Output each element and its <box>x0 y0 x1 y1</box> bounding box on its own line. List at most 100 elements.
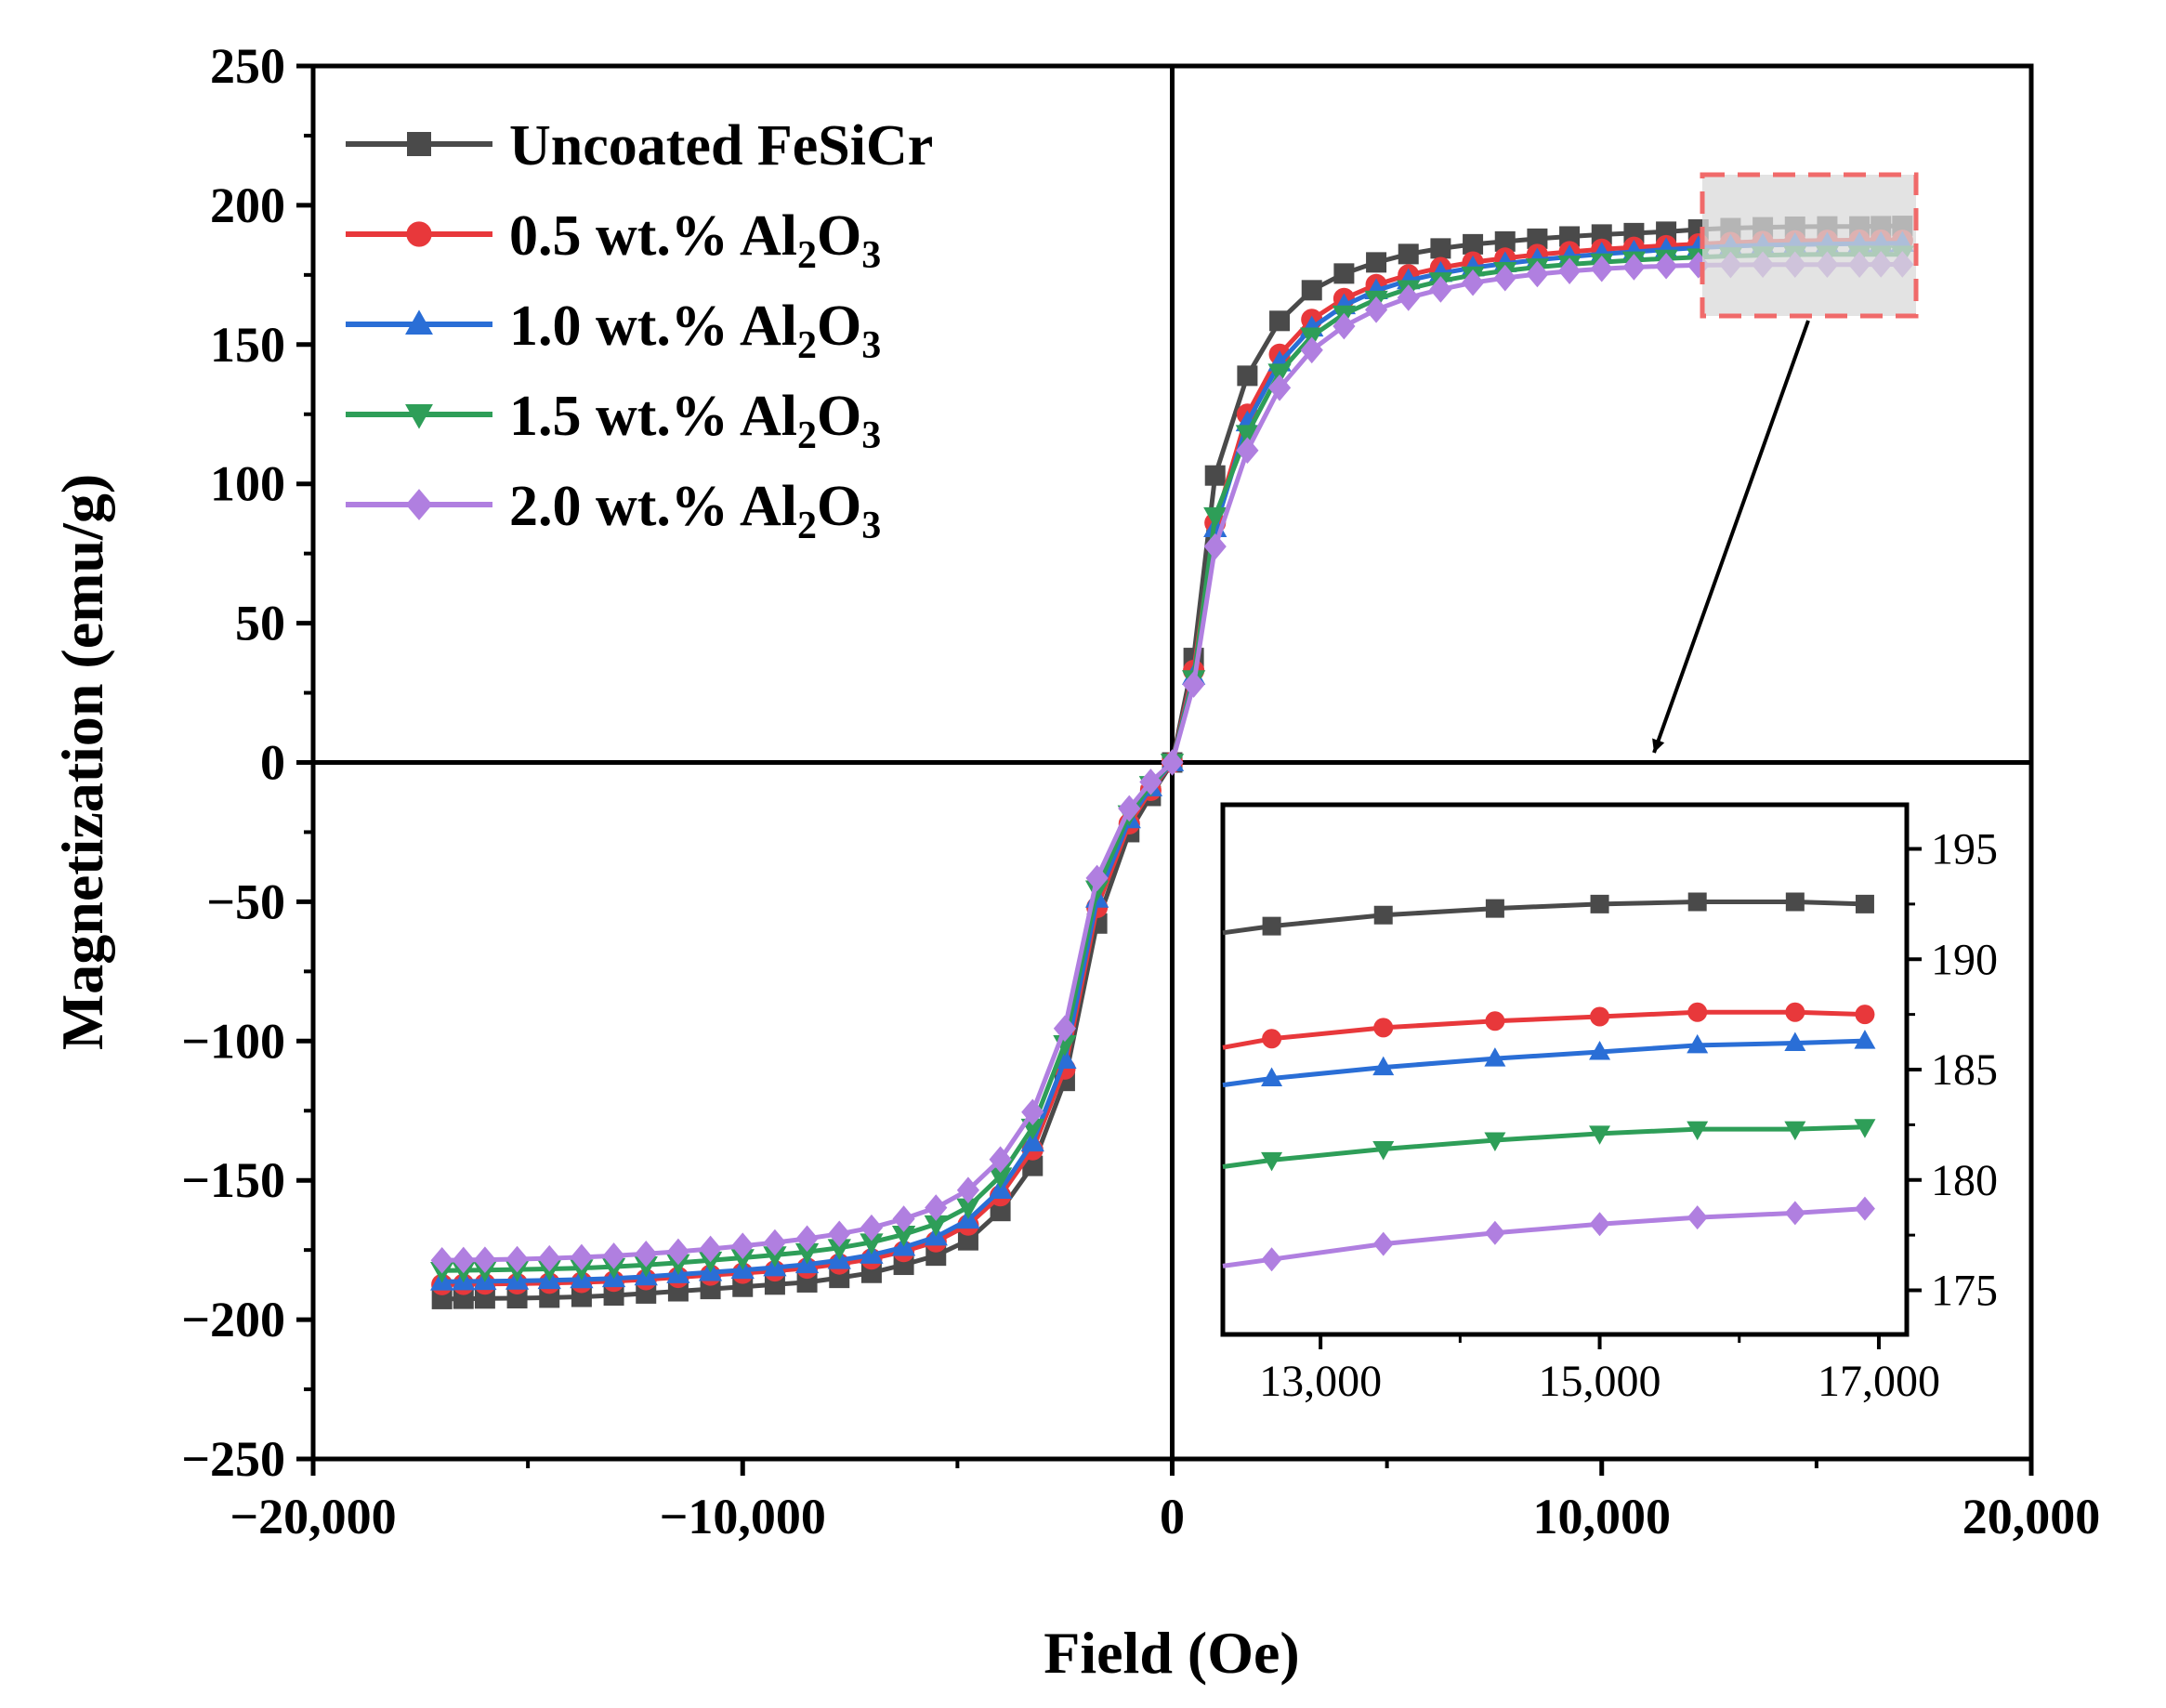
inset-data-point <box>1785 892 1805 912</box>
y-tick-label: 0 <box>260 735 285 791</box>
zoom-box <box>1700 172 1919 319</box>
data-point <box>989 1146 1012 1174</box>
inset-data-point <box>1484 1047 1506 1067</box>
y-tick-label: −100 <box>181 1013 285 1069</box>
data-point <box>1527 228 1548 249</box>
data-point <box>1494 230 1516 252</box>
data-point <box>731 1232 755 1259</box>
data-point <box>1559 226 1581 247</box>
data-point <box>602 1242 625 1269</box>
axis-ticks <box>296 63 2034 1476</box>
legend-marker <box>405 309 433 335</box>
data-point <box>956 1198 980 1220</box>
inset-data-point <box>1687 892 1707 912</box>
data-point <box>1590 255 1613 282</box>
data-point <box>795 1225 819 1253</box>
inset-data-point <box>1589 1212 1610 1237</box>
data-point <box>1397 284 1420 311</box>
data-point <box>1557 257 1582 284</box>
data-point <box>860 1233 884 1255</box>
data-point <box>956 1176 980 1203</box>
y-tick-label: 50 <box>235 596 285 651</box>
series-layer <box>430 216 1914 1309</box>
inset-y-tick-label: 185 <box>1931 1045 1998 1095</box>
y-tick-label: 250 <box>210 38 285 94</box>
inset-ticks: 195 190 185 180 175 13,000 15,000 17,000 <box>1259 825 1998 1407</box>
inset-data-point <box>1373 1018 1394 1038</box>
axis-tick-labels: 250 200 150 100 50 0 −50 −100 −150 −200 −250−20,00… <box>181 38 2100 1544</box>
data-point <box>1203 506 1227 529</box>
data-point <box>1053 1015 1077 1043</box>
inset-series-square <box>1222 892 1874 936</box>
data-point <box>1429 276 1452 303</box>
data-point <box>505 1245 529 1273</box>
inset-series-layer <box>1222 892 1876 1272</box>
inset-data-point <box>1485 899 1504 918</box>
inset-data-point <box>1261 1151 1283 1172</box>
inset-data-point <box>1484 1220 1505 1245</box>
inset-y-tick-label: 190 <box>1931 935 1998 984</box>
data-point <box>828 1220 851 1248</box>
inset-data-point <box>1855 894 1874 913</box>
legend-marker <box>406 221 432 247</box>
inset-x-tick-label: 17,000 <box>1818 1357 1940 1406</box>
legend-label: 1.5 wt.% Al2O3 <box>509 385 881 457</box>
data-point <box>1463 233 1484 255</box>
inset-y-tick-label: 180 <box>1931 1156 1998 1205</box>
inset-series-line <box>1222 1124 1865 1169</box>
x-tick-label: 20,000 <box>1963 1489 2101 1544</box>
data-point <box>452 1246 475 1274</box>
inset-data-point <box>1784 1121 1806 1141</box>
data-point <box>990 1201 1011 1222</box>
inset-data-point <box>1262 916 1281 936</box>
inset-data-point <box>1687 1033 1709 1054</box>
data-point <box>1161 749 1184 776</box>
inset-series-triangle-up <box>1222 1030 1876 1088</box>
data-point <box>1461 269 1485 296</box>
y-tick-label: 150 <box>210 317 285 373</box>
inset-data-point <box>1373 905 1393 925</box>
inset-x-tick-label: 13,000 <box>1259 1357 1382 1406</box>
x-tick-label: −10,000 <box>660 1489 826 1544</box>
inset-data-point <box>1372 1056 1395 1076</box>
data-point <box>1267 363 1292 385</box>
inset-series-circle <box>1222 1002 1875 1050</box>
inset-data-point <box>1484 1132 1506 1151</box>
data-point <box>473 1246 496 1273</box>
x-tick-label: −20,000 <box>230 1489 396 1544</box>
inset-data-point <box>1372 1231 1394 1256</box>
inset-data-point <box>1687 1205 1708 1230</box>
inset-data-point <box>1854 1119 1876 1138</box>
data-point <box>1364 296 1388 323</box>
y-tick-label: −50 <box>206 874 285 929</box>
data-point <box>925 1194 948 1221</box>
inset-frame <box>1220 802 1910 1337</box>
inset-y-tick-label: 195 <box>1931 825 1998 874</box>
data-point <box>538 1244 561 1272</box>
y-tick-label: 100 <box>210 456 285 512</box>
inset-data-point <box>1784 1031 1806 1051</box>
data-point <box>1300 336 1323 364</box>
inset-data-point <box>1485 1011 1505 1031</box>
data-point <box>730 1249 755 1270</box>
inset-data-point <box>1262 1029 1282 1049</box>
data-point <box>763 1228 787 1256</box>
y-tick-label: −150 <box>181 1152 285 1208</box>
data-point <box>1182 671 1205 698</box>
inset-series-line <box>1222 1206 1866 1268</box>
data-point <box>1398 243 1419 265</box>
data-point <box>635 1241 658 1268</box>
data-point <box>1204 465 1226 486</box>
data-point <box>1021 1098 1044 1126</box>
data-point <box>1237 365 1258 387</box>
y-axis-title: Magnetization (emu/g) <box>49 474 115 1050</box>
data-point <box>1333 263 1355 284</box>
inset-data-point <box>1590 1006 1610 1027</box>
x-tick-label: 0 <box>1160 1489 1185 1544</box>
inset-x-tick-label: 15,000 <box>1539 1357 1661 1406</box>
data-point <box>570 1243 594 1271</box>
inset-data-point <box>1589 1041 1611 1060</box>
data-point <box>699 1235 722 1263</box>
legend-label: Uncoated FeSiCr <box>509 114 933 177</box>
